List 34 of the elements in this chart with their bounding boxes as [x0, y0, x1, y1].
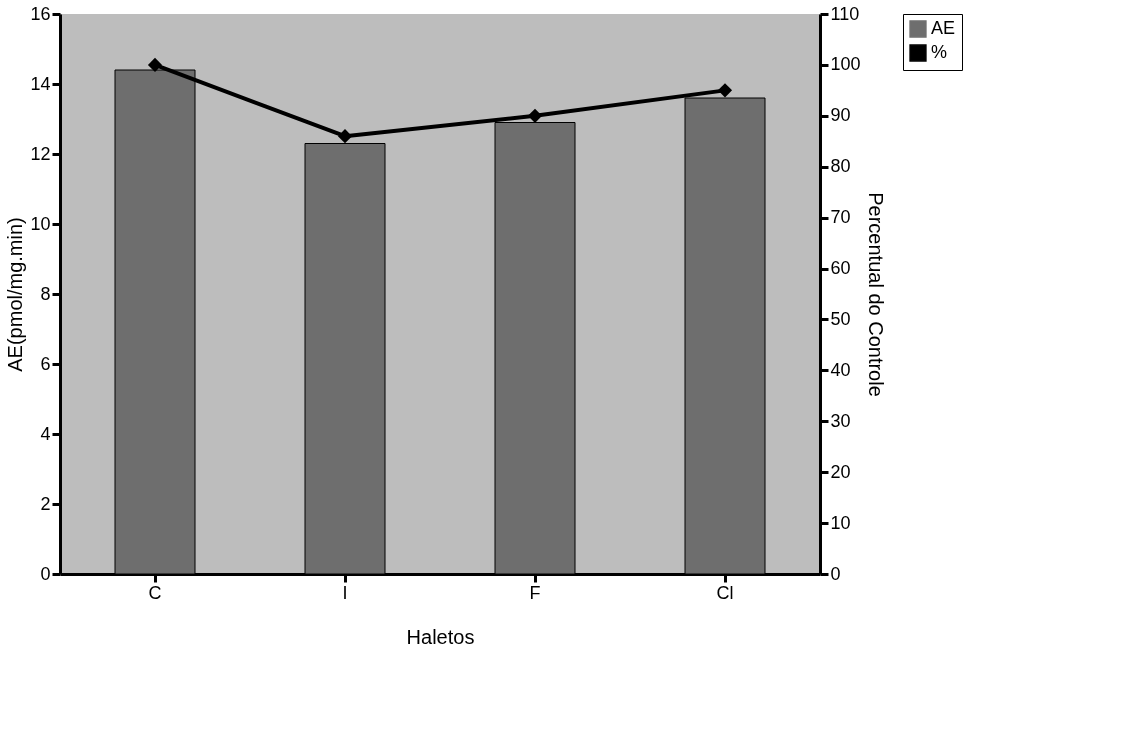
legend-label: %	[931, 42, 948, 62]
y-tick-label: 8	[40, 283, 51, 304]
y2-tick-label: 110	[830, 3, 860, 24]
y2-tick-label: 90	[830, 105, 851, 126]
y-tick-label: 6	[40, 353, 51, 374]
y-tick-label: 16	[30, 3, 51, 24]
point	[527, 108, 543, 123]
y-tick-label: 14	[30, 73, 51, 94]
y-tick-label: 4	[40, 423, 51, 444]
y2-tick-label: 0	[830, 563, 841, 584]
point	[337, 129, 353, 144]
y2-axis-title: Percentual do Controle	[864, 192, 887, 397]
x-axis-title: Haletos	[406, 625, 475, 648]
y2-tick-label: 80	[830, 156, 851, 177]
x-tick-label: F	[529, 582, 541, 603]
y2-tick-label: 70	[830, 207, 851, 228]
point	[717, 83, 733, 98]
y2-tick-label: 50	[830, 308, 851, 329]
y2-tick-label: 30	[830, 410, 851, 431]
y-tick-label: 10	[30, 213, 51, 234]
point	[147, 57, 163, 72]
x-tick-label: C	[148, 582, 162, 603]
y2-tick-label: 20	[830, 461, 851, 482]
y-tick-label: 0	[40, 563, 51, 584]
x-tick-label: Cl	[716, 582, 734, 603]
y2-tick-label: 60	[830, 258, 851, 279]
y2-tick-label: 100	[830, 54, 861, 75]
y-tick-label: 2	[40, 493, 51, 514]
y2-tick-label: 40	[830, 359, 851, 380]
legend-label: AE	[931, 18, 956, 38]
y2-tick-label: 10	[830, 512, 851, 533]
x-tick-label: I	[342, 582, 348, 603]
y-tick-label: 12	[30, 143, 51, 164]
y-axis-title: AE(pmol/mg.min)	[4, 217, 27, 372]
